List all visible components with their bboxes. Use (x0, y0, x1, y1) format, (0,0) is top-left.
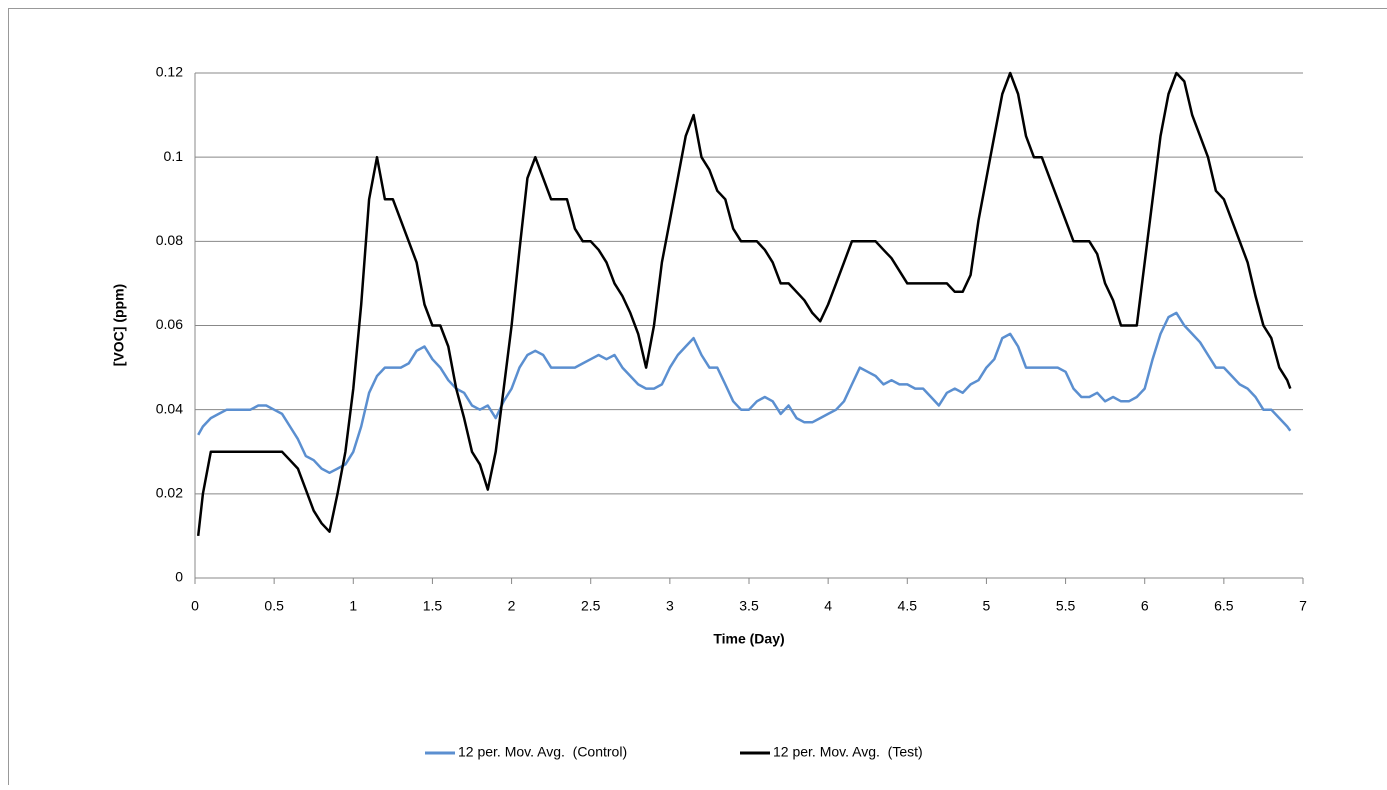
y-axis-title: [VOC] (ppm) (111, 284, 127, 366)
y-tick-label: 0.02 (156, 485, 183, 501)
x-tick-label: 1.5 (423, 598, 443, 614)
x-tick-label: 0.5 (264, 598, 284, 614)
x-tick-label: 2.5 (581, 598, 601, 614)
x-axis-title: Time (Day) (713, 631, 784, 647)
y-tick-label: 0.04 (156, 400, 183, 416)
x-tick-label: 3.5 (739, 598, 759, 614)
x-tick-label: 0 (191, 598, 199, 614)
legend-label: 12 per. Mov. Avg. (Control) (458, 744, 627, 760)
x-tick-label: 4 (824, 598, 832, 614)
x-tick-label: 2 (508, 598, 516, 614)
x-tick-label: 1 (349, 598, 357, 614)
x-tick-label: 5 (983, 598, 991, 614)
legend-label: 12 per. Mov. Avg. (Test) (773, 744, 923, 760)
y-tick-label: 0.08 (156, 232, 183, 248)
y-tick-label: 0 (175, 569, 183, 585)
chart-frame (9, 9, 1387, 786)
y-tick-label: 0.1 (164, 148, 184, 164)
x-tick-label: 5.5 (1056, 598, 1076, 614)
x-tick-label: 3 (666, 598, 674, 614)
x-tick-label: 6 (1141, 598, 1149, 614)
x-tick-label: 6.5 (1214, 598, 1234, 614)
x-tick-label: 4.5 (898, 598, 918, 614)
x-tick-label: 7 (1299, 598, 1307, 614)
y-tick-label: 0.06 (156, 316, 183, 332)
y-tick-label: 0.12 (156, 64, 183, 80)
